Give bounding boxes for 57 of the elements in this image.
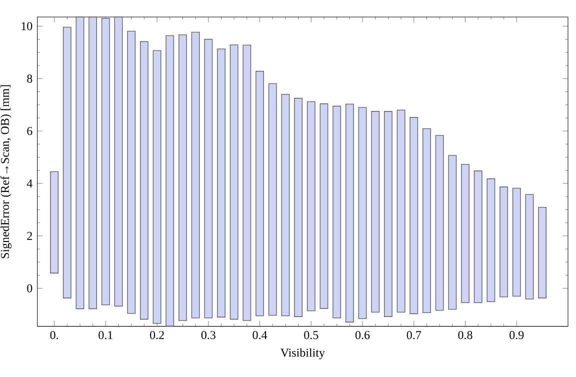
bar	[306, 101, 316, 312]
bar	[101, 18, 110, 306]
bar	[538, 206, 546, 298]
bar	[486, 178, 496, 302]
bar	[127, 30, 136, 314]
x-tick-label: 0.9	[510, 331, 524, 340]
bar	[448, 155, 457, 310]
y-tick-label: 4	[26, 179, 32, 188]
x-tick-label: 0.7	[406, 331, 422, 340]
bar	[152, 50, 162, 324]
bar	[435, 135, 444, 311]
bar	[512, 188, 521, 297]
bar	[358, 107, 367, 320]
bar	[371, 111, 380, 312]
bar	[76, 16, 84, 310]
x-tick-label: 0.3	[201, 331, 216, 340]
x-tick-label: 0.2	[150, 331, 164, 340]
bar	[525, 194, 534, 300]
bar	[281, 94, 290, 316]
x-tick-label: 0.	[50, 331, 58, 340]
bar	[268, 83, 277, 316]
x-tick-label: 0.6	[355, 331, 370, 340]
bar	[345, 104, 354, 322]
bar	[62, 26, 72, 298]
bar	[88, 16, 98, 310]
y-tick-label: 0	[27, 284, 32, 292]
bar	[461, 164, 470, 304]
bar	[500, 186, 508, 298]
x-tick-label: 0.8	[458, 331, 472, 340]
y-tick-label: 6	[27, 126, 32, 136]
bar	[230, 44, 238, 320]
y-axis-title: SignedError (Ref→Scan, OB) [mm]	[0, 85, 12, 258]
bar	[320, 103, 328, 309]
bar	[217, 48, 226, 318]
y-tick-label: 2	[27, 232, 32, 240]
bar	[474, 170, 482, 304]
bar	[166, 35, 174, 326]
x-tick-label: 0.5	[304, 331, 318, 340]
bar	[256, 70, 264, 316]
x-tick-label: 0.4	[252, 331, 268, 340]
bar	[50, 171, 58, 274]
y-tick-label: 8	[27, 74, 32, 83]
bar	[396, 110, 406, 312]
bar	[242, 44, 252, 321]
bar	[140, 41, 148, 320]
bar	[384, 111, 392, 317]
x-tick-label: 0.1	[98, 331, 112, 340]
bar	[178, 34, 187, 321]
bar	[332, 106, 342, 318]
x-axis-title: Visibility	[280, 348, 325, 360]
bar	[422, 128, 431, 314]
bar	[204, 38, 213, 318]
bar	[114, 16, 123, 306]
y-tick-label: 10	[22, 22, 32, 30]
bar	[410, 117, 418, 314]
bar	[191, 32, 200, 318]
bar	[294, 98, 302, 317]
